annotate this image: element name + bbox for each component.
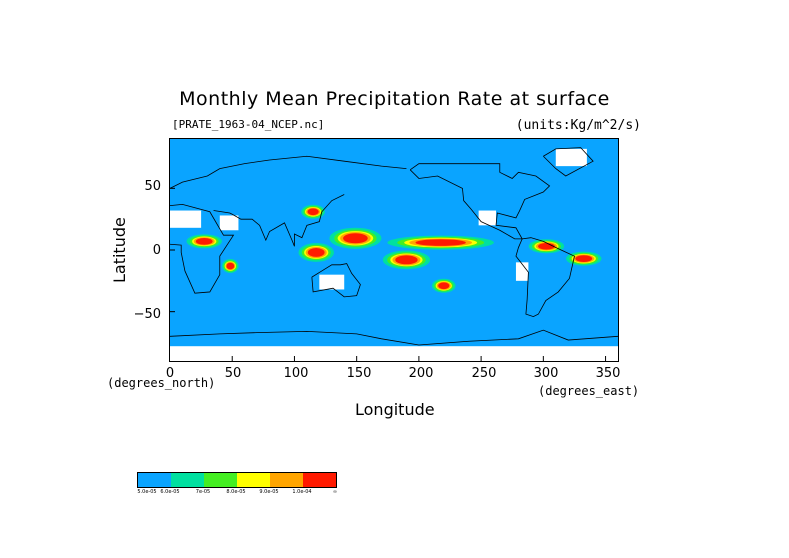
y-tick-50: 50 <box>144 179 161 194</box>
coastline-0 <box>170 203 235 294</box>
x-axis-label: Longitude <box>355 400 435 419</box>
dry-region-greenland <box>555 148 587 167</box>
legend-label-1: 6.0e-05 <box>160 489 180 495</box>
coastline-2 <box>213 194 345 247</box>
precip-japan-ring-4 <box>307 208 319 216</box>
dry-region-australia <box>319 274 345 290</box>
dry-region-sahara <box>170 210 202 228</box>
legend-label-0: 5.0e-05 <box>137 489 157 495</box>
dry-region-mexico-coast <box>478 210 497 226</box>
precip-west-pacific-warm-pool-ring-4 <box>343 233 368 244</box>
y-axis-label: Latitude <box>110 217 129 283</box>
plot-area <box>169 138 619 362</box>
chart-title: Monthly Mean Precipitation Rate at surfa… <box>179 88 610 110</box>
precip-equatorial-atlantic-ring-4 <box>575 255 593 262</box>
coastline-6 <box>543 147 594 177</box>
legend-label-6: ∞ <box>332 489 338 495</box>
y-tick-0: 0 <box>152 243 161 258</box>
coastline-5 <box>515 237 575 318</box>
file-label: [PRATE_1963-04_NCEP.nc] <box>172 118 325 131</box>
legend-label-3: 8.0e-05 <box>226 489 246 495</box>
precip-southern-africa-ring-4 <box>226 262 235 270</box>
x-tick-300: 300 <box>533 366 559 381</box>
precip-pacific-itcz-ring-4 <box>415 239 466 246</box>
legend-swatch-2 <box>204 473 237 487</box>
legend-swatch-0 <box>138 473 171 487</box>
legend-swatch-1 <box>171 473 204 487</box>
precip-spcz-ring-4 <box>395 255 418 265</box>
y-unit-label: (degrees_north) <box>107 376 216 390</box>
precip-central-africa-ring-4 <box>195 238 213 245</box>
legend-swatch-3 <box>237 473 270 487</box>
legend-swatch-5 <box>303 473 336 487</box>
legend-label-5: 1.0e-04 <box>292 489 312 495</box>
x-tick-200: 200 <box>408 366 434 381</box>
dry-region-arabia <box>219 215 239 231</box>
x-tick-350: 350 <box>595 366 621 381</box>
x-tick-100: 100 <box>283 366 309 381</box>
precip-south-pacific-ring-4 <box>438 282 450 290</box>
x-tick-50: 50 <box>224 366 242 381</box>
legend-swatch-4 <box>270 473 303 487</box>
legend-label-4: 9.0e-05 <box>259 489 279 495</box>
legend-label-2: 7e-05 <box>195 489 211 495</box>
x-tick-0: 0 <box>165 366 175 381</box>
coastline-7 <box>170 329 618 346</box>
coastline-1 <box>170 155 407 189</box>
x-unit-label: (degrees_east) <box>538 384 640 398</box>
y-tick-minus50: −50 <box>133 307 161 322</box>
color-legend <box>137 472 337 488</box>
precip-maritime-continent-ring-4 <box>307 248 325 257</box>
x-tick-250: 250 <box>471 366 497 381</box>
dry-region-peru-coast <box>515 262 529 281</box>
map-svg <box>170 147 618 361</box>
dry-region-antarctica <box>170 346 618 361</box>
x-tick-150: 150 <box>346 366 372 381</box>
precip-amazon-ring-4 <box>538 242 555 250</box>
coastline-4 <box>409 163 551 240</box>
units-label: (units:Kg/m^2/s) <box>515 118 641 133</box>
coastline-3 <box>311 263 361 298</box>
